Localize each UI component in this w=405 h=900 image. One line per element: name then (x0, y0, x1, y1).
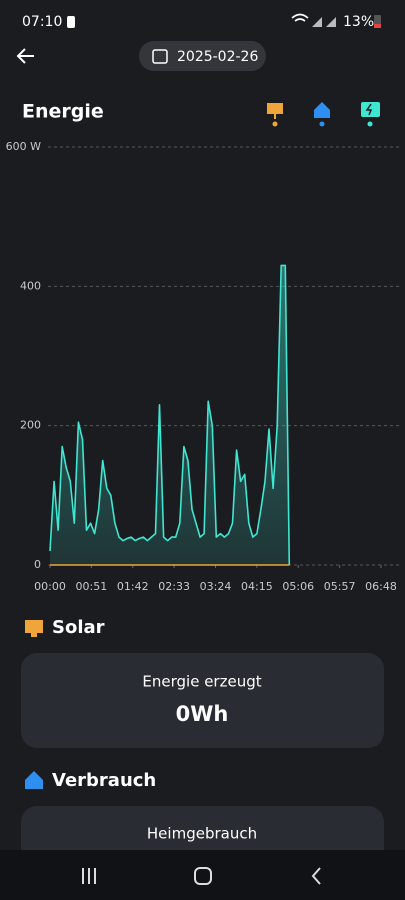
x-tick-label: 02:33 (158, 580, 190, 593)
series-line (49, 264, 291, 566)
x-tick-label: 04:15 (241, 580, 273, 593)
x-tick-label: 00:00 (34, 580, 66, 593)
status-time: 07:10 (22, 14, 62, 30)
y-tick-label: 0 (34, 558, 41, 571)
section-title: Solar (52, 617, 105, 638)
x-tick-label: 00:51 (76, 580, 108, 593)
y-tick-label: 400 (20, 279, 41, 292)
x-tick-label: 05:57 (324, 580, 356, 593)
solar-icon (25, 620, 43, 637)
x-tick-label: 03:24 (200, 580, 232, 593)
date-text: 2025-02-26 (177, 49, 258, 65)
card-value: 0Wh (176, 702, 229, 726)
chart: 0 200 400 600 W 00:00 00:51 01:42 02:33 03:24 04:… (6, 140, 400, 593)
wifi-icon (291, 13, 309, 22)
home-icon (25, 771, 43, 789)
signal-icon (312, 17, 336, 27)
date-pill[interactable] (139, 41, 266, 71)
card-label: Energie erzeugt (142, 673, 261, 691)
nav-recent[interactable] (82, 868, 96, 884)
card-label: Heimgebrauch (147, 825, 257, 843)
status-icon (67, 16, 75, 28)
calendar-icon (152, 49, 168, 64)
tab-battery[interactable] (361, 102, 380, 127)
page-title: Energie (22, 101, 104, 123)
nav-bar (0, 850, 405, 900)
section-title: Verbrauch (52, 770, 156, 791)
battery-level (374, 24, 381, 28)
area (50, 265, 290, 565)
x-tick-label: 06:48 (365, 580, 397, 593)
y-tick-label: 200 (20, 419, 41, 432)
y-tick-label: 600 W (6, 140, 41, 153)
nav-back[interactable] (311, 867, 321, 885)
nav-home[interactable] (194, 867, 212, 885)
x-tick-label: 01:42 (117, 580, 149, 593)
tab-home[interactable] (314, 102, 330, 127)
x-tick-label: 05:06 (282, 580, 314, 593)
card (21, 653, 384, 748)
status-battery: 13% (343, 14, 374, 30)
tab-solar[interactable] (267, 103, 283, 127)
back-button[interactable] (16, 48, 34, 64)
